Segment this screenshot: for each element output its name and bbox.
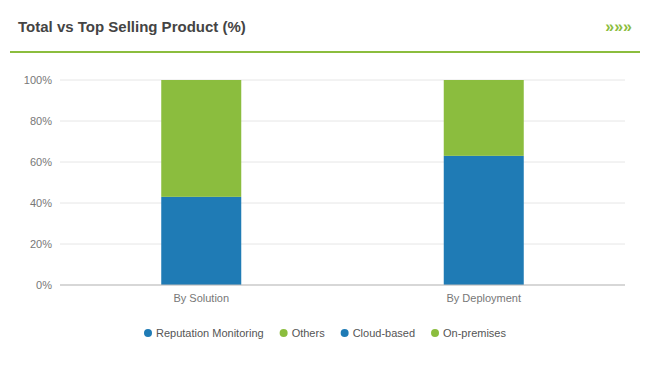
- legend-swatch: [280, 329, 288, 337]
- legend-swatch: [144, 329, 152, 337]
- header-rule: [10, 51, 640, 53]
- legend-swatch: [431, 329, 439, 337]
- x-axis-line: [60, 285, 625, 286]
- y-tick-label: 100%: [24, 74, 52, 86]
- legend-item: Reputation Monitoring: [144, 327, 264, 339]
- legend-label: Cloud-based: [353, 327, 415, 339]
- legend: Reputation Monitoring Others Cloud-based On…: [144, 327, 506, 339]
- title: Total vs Top Selling Product (%): [18, 18, 246, 35]
- x-tick-label: By Deployment: [446, 292, 521, 304]
- bar: [444, 156, 524, 285]
- bar: [444, 80, 524, 156]
- y-tick-label: 0%: [36, 279, 52, 291]
- x-tick-label: By Solution: [173, 292, 229, 304]
- y-tick-label: 80%: [30, 115, 52, 127]
- bar: [161, 197, 241, 285]
- legend-item: On-premises: [431, 327, 506, 339]
- grid-line: [60, 203, 625, 204]
- grid-line: [60, 162, 625, 163]
- bar: [161, 80, 241, 197]
- y-tick-label: 60%: [30, 156, 52, 168]
- chart: Total vs Top Selling Product (%) »»» 0% 20%…: [0, 0, 650, 365]
- legend-label: On-premises: [443, 327, 506, 339]
- grid-line: [60, 285, 625, 286]
- grid-line: [60, 244, 625, 245]
- legend-label: Reputation Monitoring: [156, 327, 264, 339]
- legend-swatch: [341, 329, 349, 337]
- legend-item: Cloud-based: [341, 327, 415, 339]
- bars: [161, 80, 524, 285]
- grid: [60, 80, 625, 285]
- grid-line: [60, 80, 625, 81]
- y-tick-label: 20%: [30, 238, 52, 250]
- grid-line: [60, 121, 625, 122]
- legend-item: Others: [280, 327, 326, 339]
- annotation: »»»: [605, 18, 632, 35]
- y-tick-label: 40%: [30, 197, 52, 209]
- legend-label: Others: [292, 327, 326, 339]
